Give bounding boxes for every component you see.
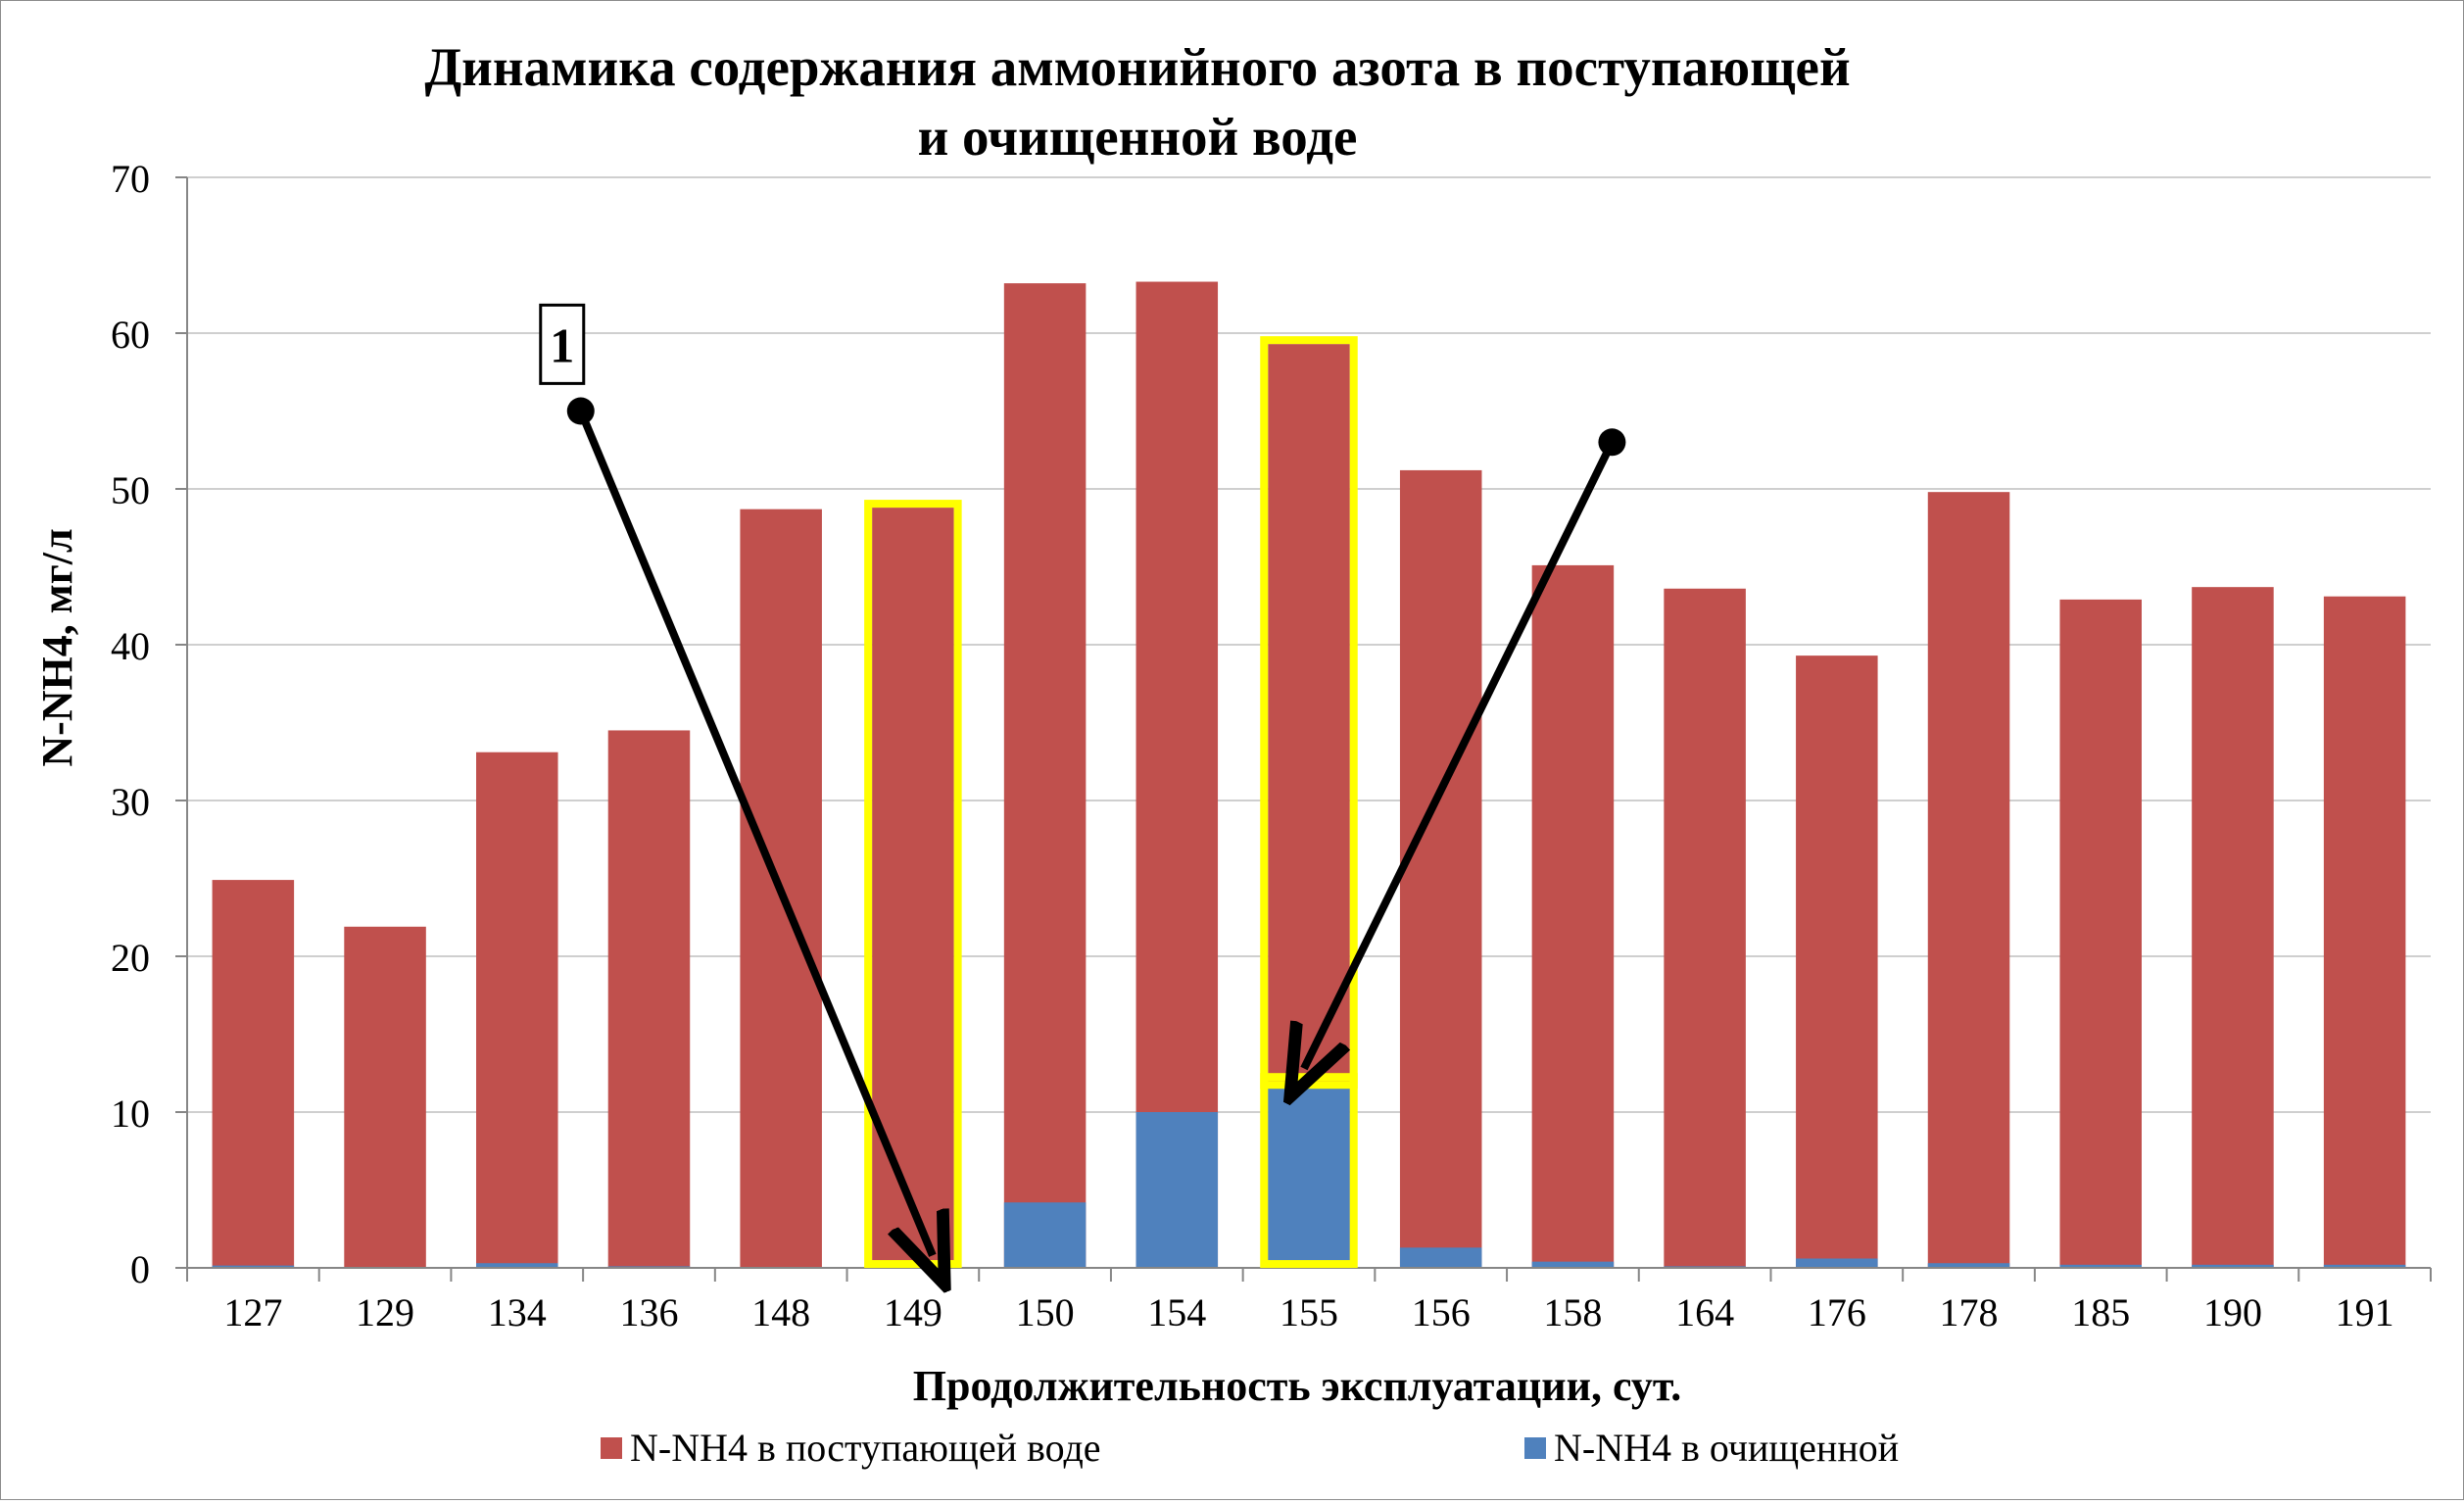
bar-series-2-176 (1796, 1258, 1878, 1268)
legend-label-2: N-NH4 в очищенной (1554, 1426, 1899, 1470)
bar-series-2-185 (2059, 1264, 2142, 1268)
tick-labels: 0 10 20 30 40 50 60 70 127 129 134 136 148 149 150 154 1… (111, 157, 2394, 1334)
bar-series-1-136 (607, 730, 691, 1268)
bar-series-2-134 (476, 1263, 558, 1268)
legend-swatch-1 (601, 1437, 622, 1459)
y-tick-label: 0 (130, 1247, 150, 1291)
bar-series-2-154 (1135, 1112, 1219, 1268)
bar-series-1-164 (1664, 588, 1746, 1268)
x-tick-label: 191 (2336, 1290, 2394, 1334)
chart-title-line-2: и очищенной воде (918, 107, 1358, 167)
chart-title: Динамика содержания аммонийного азота в … (424, 37, 1850, 167)
annotation-arrow (577, 409, 933, 1256)
bar-series-1-176 (1796, 655, 1878, 1268)
bar-series-2-191 (2323, 1264, 2406, 1268)
legend-label-1: N-NH4 в поступающей воде (630, 1426, 1101, 1470)
y-tick-label: 70 (111, 157, 150, 201)
bar-series-1-178 (1927, 492, 2010, 1268)
x-tick-label: 178 (1940, 1290, 1999, 1334)
bar-series-1-190 (2192, 587, 2274, 1268)
bar-series-2-158 (1531, 1261, 1615, 1268)
x-tick-label: 127 (223, 1290, 282, 1334)
bar-series-1-150 (1003, 283, 1087, 1268)
bar-series-1-134 (476, 752, 558, 1268)
y-axis-label: N-NH4, мг/л (33, 528, 81, 766)
x-tick-label: 158 (1543, 1290, 1602, 1334)
chart-title-line-1: Динамика содержания аммонийного азота в … (424, 37, 1850, 97)
x-tick-label: 176 (1808, 1290, 1866, 1334)
bar-series-1-185 (2059, 599, 2142, 1268)
y-tick-label: 20 (111, 936, 150, 980)
annotation-label-box (539, 303, 586, 385)
legend: N-NH4 в поступающей воде N-NH4 в очищенно… (601, 1426, 1899, 1470)
bar-series-2-127 (212, 1265, 295, 1268)
bar-series-1-129 (344, 926, 426, 1268)
annotation-arrow-dot (1598, 428, 1626, 457)
bar-series-2-190 (2192, 1264, 2274, 1268)
annotation-label: 1 (550, 317, 574, 372)
x-tick-label: 185 (2071, 1290, 2130, 1334)
bar-series-2-155 (1268, 1084, 1350, 1268)
x-tick-label: 150 (1016, 1290, 1075, 1334)
x-tick-label: 164 (1675, 1290, 1734, 1334)
bar-series-1-127 (212, 880, 295, 1268)
bar-series-1-156 (1399, 469, 1482, 1268)
bars (212, 281, 2406, 1268)
x-tick-label: 148 (751, 1290, 810, 1334)
x-tick-label: 154 (1147, 1290, 1206, 1334)
x-tick-label: 136 (619, 1290, 678, 1334)
y-tick-label: 10 (111, 1092, 150, 1136)
bar-series-1-191 (2323, 596, 2406, 1268)
bar-series-1-149 (872, 508, 954, 1268)
legend-swatch-2 (1524, 1437, 1546, 1459)
x-tick-label: 134 (488, 1290, 547, 1334)
x-tick-label: 155 (1280, 1290, 1338, 1334)
y-tick-label: 30 (111, 780, 150, 824)
x-axis-label: Продолжительность эксплуатации, сут. (913, 1362, 1681, 1410)
bar-series-2-156 (1399, 1247, 1482, 1268)
x-tick-label: 190 (2203, 1290, 2262, 1334)
x-tick-label: 156 (1412, 1290, 1471, 1334)
y-tick-label: 60 (111, 313, 150, 357)
annotation-arrow-dot (566, 397, 595, 425)
y-tick-label: 40 (111, 624, 150, 668)
x-tick-label: 149 (884, 1290, 942, 1334)
bar-series-1-158 (1531, 564, 1615, 1268)
annotations: 1 (539, 303, 1626, 1264)
bar-series-1-154 (1135, 281, 1219, 1268)
bar-series-2-178 (1927, 1263, 2010, 1268)
x-tick-label: 129 (356, 1290, 414, 1334)
bar-series-2-150 (1003, 1202, 1087, 1268)
y-tick-label: 50 (111, 468, 150, 512)
annotation-arrow (1304, 440, 1617, 1068)
